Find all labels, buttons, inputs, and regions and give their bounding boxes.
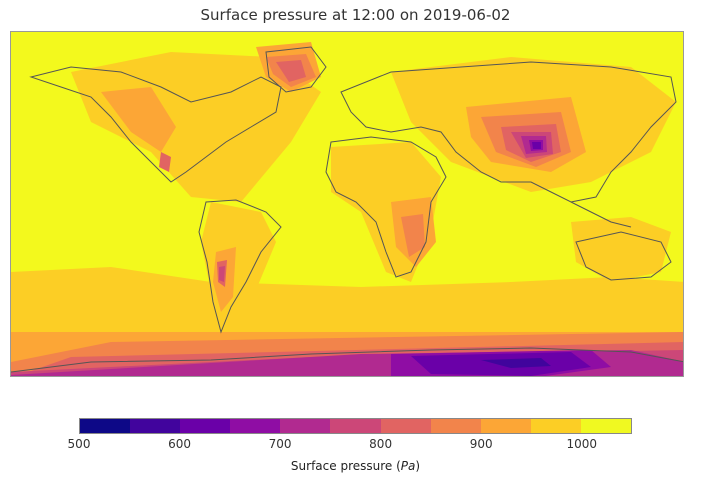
colorbar-segment	[580, 419, 632, 433]
colorbar-label-text: Surface pressure	[290, 459, 393, 473]
colorbar-tick-label: 500	[67, 437, 91, 451]
colorbar-segment	[280, 419, 331, 433]
colorbar-segment	[330, 419, 381, 433]
colorbar-tick-label: 600	[168, 437, 191, 451]
colorbar-tick-label: 700	[268, 437, 292, 451]
colorbar-segment	[380, 419, 431, 433]
colorbar-label: Surface pressure (Pa)	[290, 459, 421, 473]
map-title: Surface pressure at 12:00 on 2019-06-02	[200, 6, 511, 24]
colorbar-segment	[130, 419, 181, 433]
colorbar-tick-label: 900	[469, 437, 493, 451]
pressure-map	[10, 31, 684, 377]
coastlines	[11, 46, 683, 373]
contour-550	[481, 358, 551, 368]
colorbar-segment	[180, 419, 231, 433]
colorbar-tick-label: 1000	[566, 437, 597, 451]
pressure-map-svg	[11, 32, 683, 376]
colorbar-segment	[230, 419, 281, 433]
colorbar-tick-label: 800	[369, 437, 393, 451]
colorbar-unit: Pa	[400, 459, 416, 473]
colorbar-segment	[430, 419, 481, 433]
colorbar-segment	[480, 419, 531, 433]
colorbar-segment	[80, 419, 131, 433]
colorbar	[79, 418, 632, 434]
colorbar-segment	[530, 419, 581, 433]
